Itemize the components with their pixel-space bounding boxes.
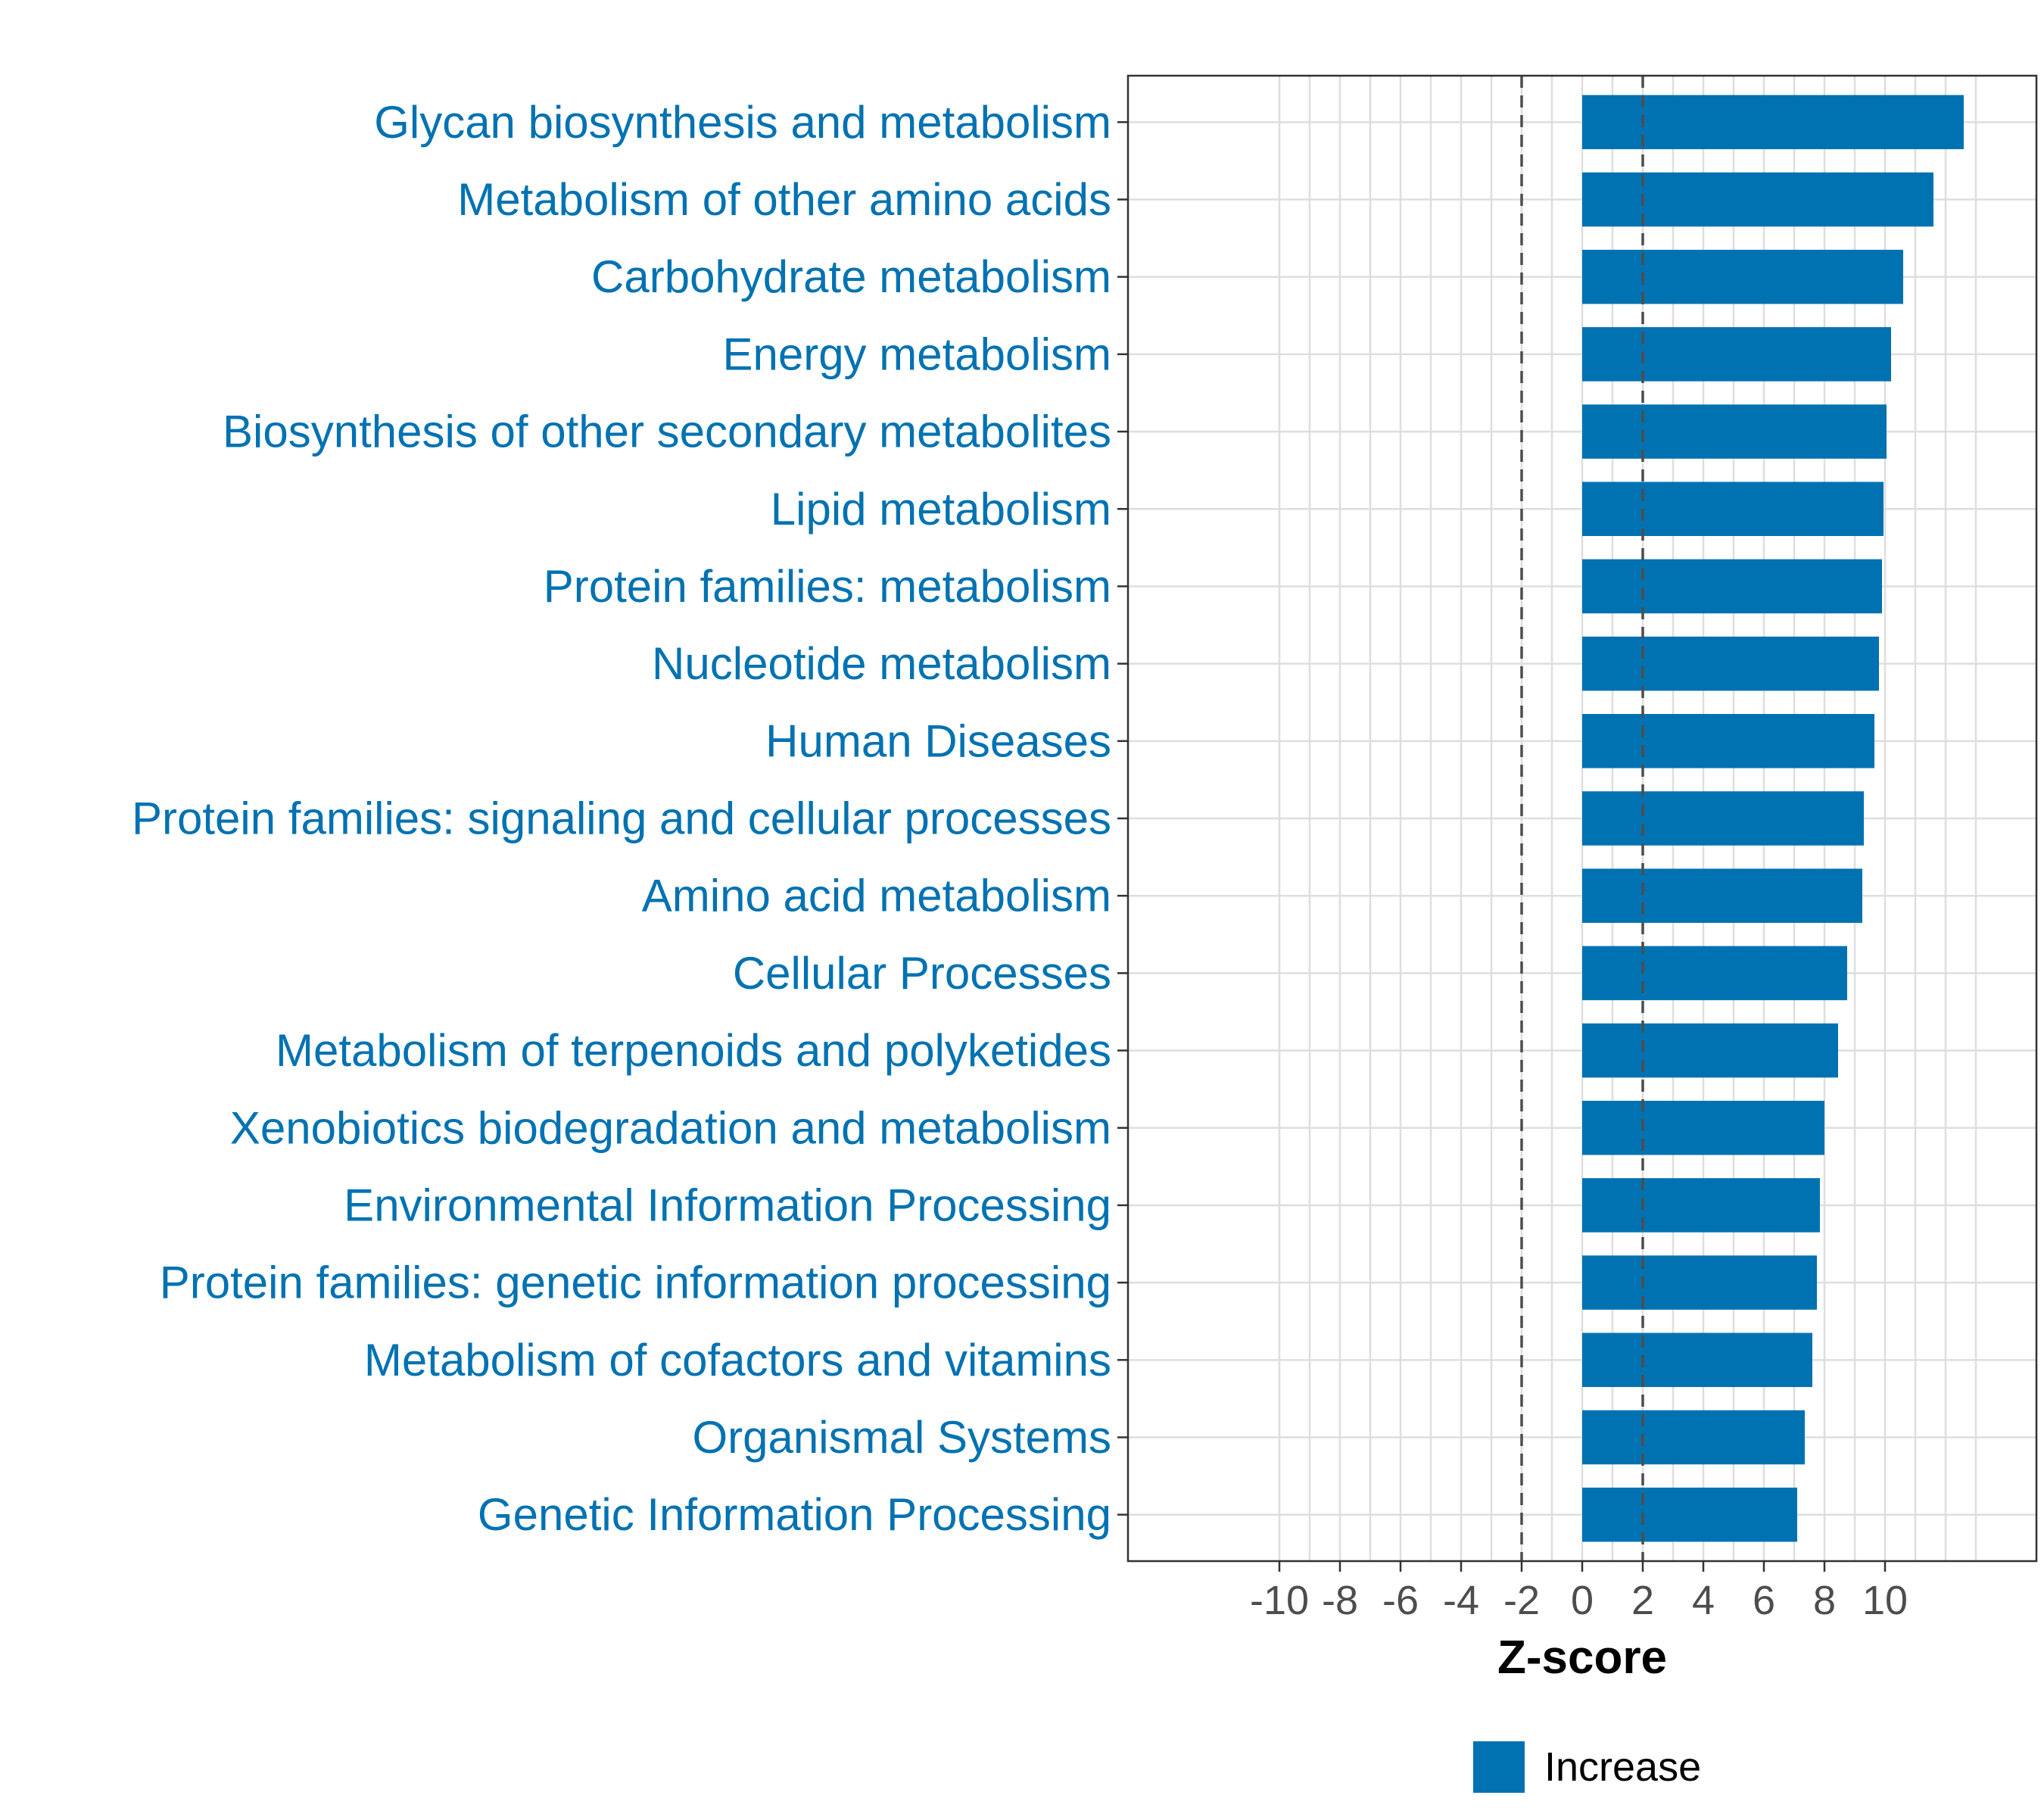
y-tick-label: Metabolism of cofactors and vitamins [364, 1335, 1111, 1385]
bar [1582, 172, 1933, 227]
bar [1582, 1178, 1820, 1233]
y-tick-label: Amino acid metabolism [642, 871, 1111, 921]
x-tick-label: -10 [1250, 1578, 1309, 1623]
bar [1582, 327, 1891, 382]
y-tick-label: Metabolism of other amino acids [457, 174, 1111, 225]
x-axis-ticks: -10 -8 -6 -4 -2 0 2 4 6 8 10 [1250, 1561, 1908, 1623]
bar [1582, 1023, 1838, 1078]
y-tick-label: Biosynthesis of other secondary metaboli… [223, 407, 1111, 457]
x-tick-label: -6 [1382, 1578, 1419, 1623]
y-axis-category-labels: Glycan biosynthesis and metabolism Metabo… [132, 97, 1111, 1540]
x-tick-label: 8 [1813, 1578, 1836, 1623]
legend-key-increase [1473, 1741, 1525, 1793]
y-tick-label: Protein families: signaling and cellular… [132, 793, 1111, 844]
x-axis-title: Z-score [1497, 1632, 1667, 1684]
y-tick-label: Nucleotide metabolism [652, 638, 1111, 689]
y-tick-label: Glycan biosynthesis and metabolism [374, 97, 1111, 148]
bar [1582, 1487, 1797, 1542]
bar [1582, 714, 1874, 768]
y-tick-label: Protein families: metabolism [544, 561, 1111, 612]
x-tick-label: 4 [1692, 1578, 1715, 1623]
x-tick-label: 2 [1631, 1578, 1654, 1623]
y-tick-label: Cellular Processes [733, 948, 1111, 999]
bar [1582, 249, 1903, 304]
bar [1582, 946, 1847, 1001]
bar [1582, 482, 1884, 537]
bar [1582, 1332, 1812, 1388]
y-tick-label: Xenobiotics biodegradation and metabolis… [230, 1102, 1111, 1153]
x-tick-label: 6 [1753, 1578, 1775, 1623]
bar [1582, 791, 1864, 846]
y-tick-label: Protein families: genetic information pr… [160, 1258, 1111, 1308]
bar [1582, 95, 1964, 150]
y-tick-label: Energy metabolism [722, 329, 1111, 379]
legend: Increase [1473, 1741, 1701, 1793]
y-tick-label: Genetic Information Processing [478, 1489, 1111, 1540]
x-tick-label: -2 [1503, 1578, 1540, 1623]
bar [1582, 1100, 1824, 1155]
y-axis-ticks [1117, 121, 1128, 1516]
x-tick-label: -8 [1322, 1578, 1358, 1623]
bar [1582, 868, 1862, 923]
bar [1582, 1410, 1805, 1465]
bar [1582, 559, 1882, 614]
reference-lines [1520, 76, 1644, 1561]
y-tick-label: Lipid metabolism [771, 484, 1111, 535]
bars [1582, 95, 1964, 1542]
y-tick-label: Organismal Systems [693, 1412, 1111, 1463]
x-tick-label: -4 [1443, 1578, 1479, 1623]
y-tick-label: Environmental Information Processing [344, 1180, 1111, 1230]
x-tick-label: 0 [1571, 1578, 1594, 1623]
y-tick-label: Metabolism of terpenoids and polyketides [276, 1025, 1111, 1076]
x-tick-label: 10 [1862, 1578, 1908, 1623]
bar [1582, 1255, 1817, 1310]
y-tick-label: Carbohydrate metabolism [591, 251, 1111, 302]
legend-label-increase: Increase [1544, 1744, 1701, 1790]
y-tick-label: Human Diseases [765, 715, 1111, 766]
bar [1582, 404, 1887, 459]
bar [1582, 636, 1879, 691]
